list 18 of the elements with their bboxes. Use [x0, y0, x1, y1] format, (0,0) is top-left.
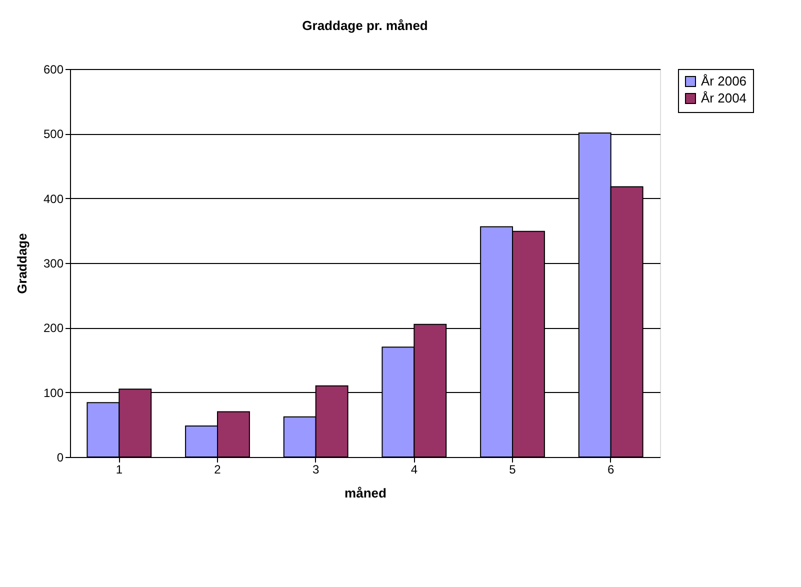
- y-axis-title: Graddage: [14, 233, 30, 294]
- x-tick-label: 4: [410, 462, 418, 476]
- y-tick-label: 200: [43, 321, 64, 336]
- y-tick-label: 400: [43, 192, 64, 206]
- x-tick-label: 3: [312, 462, 320, 476]
- y-tick-label: 100: [43, 386, 64, 400]
- x-axis-title: måned: [344, 486, 387, 500]
- x-tick-label: 6: [607, 462, 614, 476]
- y-tick-label: 300: [43, 256, 64, 270]
- y-tick-label: 600: [43, 62, 64, 76]
- legend-label: År 2006: [701, 74, 747, 88]
- x-tick-label: 2: [214, 462, 222, 476]
- x-tick-label: 5: [509, 462, 516, 476]
- y-tick-label: 0: [56, 450, 64, 464]
- legend-label: År 2004: [701, 90, 747, 106]
- x-tick-label: 1: [116, 462, 123, 476]
- chart-title: Graddage pr. måned: [302, 18, 428, 33]
- y-tick-label: 500: [43, 127, 64, 142]
